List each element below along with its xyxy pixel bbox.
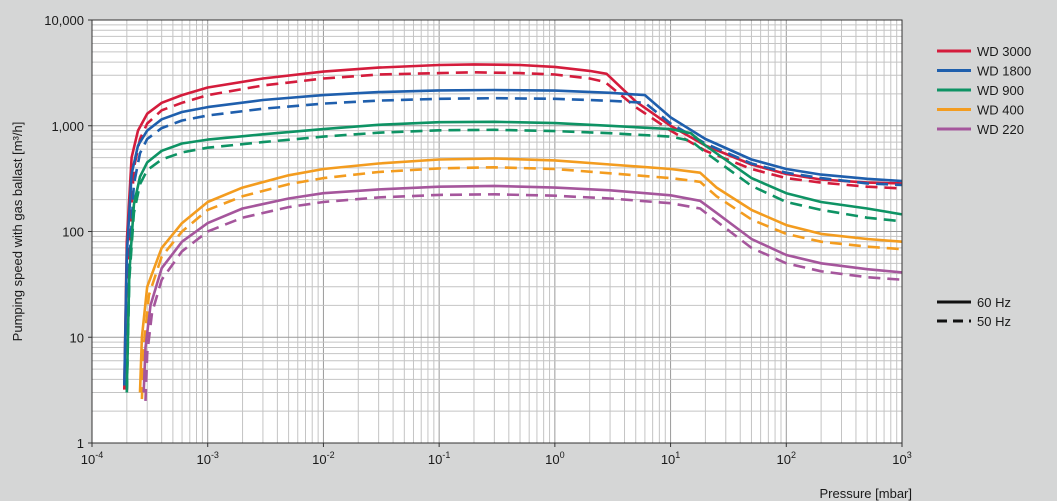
- y-tick-labels: 1 10 100 1,000 10,000: [44, 13, 92, 451]
- series-line: [140, 166, 903, 400]
- series-lines: [123, 63, 903, 401]
- x-tick-label: 10-1: [428, 450, 450, 467]
- series-line: [123, 88, 903, 386]
- x-tick-label: 10-2: [312, 450, 334, 467]
- x-tick-label: 10-3: [196, 450, 218, 467]
- series-line: [144, 193, 903, 401]
- series-line: [138, 157, 903, 393]
- x-tick-labels: 10-4 10-3 10-2 10-1 100 101 102 103: [81, 443, 912, 467]
- legend-label: WD 900: [977, 83, 1024, 98]
- legend-label: WD 3000: [977, 44, 1031, 59]
- series-line: [142, 184, 903, 393]
- y-axis-label: Pumping speed with gas ballast [m³/h]: [10, 122, 25, 342]
- y-tick-label: 10,000: [44, 13, 84, 28]
- series-line: [125, 96, 903, 390]
- x-tick-label: 10-4: [81, 450, 103, 467]
- x-tick-label: 103: [892, 450, 911, 467]
- x-axis-label: Pressure [mbar]: [820, 486, 912, 501]
- legend: WD 3000 WD 1800 WD 900 WD 400 WD 220 60 Hz 50 …: [937, 44, 1031, 329]
- y-tick-label: 10: [70, 330, 84, 345]
- x-tick-label: 102: [777, 450, 796, 467]
- legend-label: WD 1800: [977, 64, 1031, 79]
- legend-label: WD 220: [977, 122, 1024, 137]
- y-tick-label: 100: [62, 225, 84, 240]
- x-tick-label: 101: [661, 450, 680, 467]
- legend-label: 50 Hz: [977, 314, 1011, 329]
- legend-label: 60 Hz: [977, 295, 1011, 310]
- y-tick-label: 1,000: [51, 119, 84, 134]
- series-line: [125, 71, 903, 393]
- legend-label: WD 400: [977, 103, 1024, 118]
- series-line: [125, 120, 903, 390]
- series-line: [125, 128, 903, 393]
- x-tick-label: 100: [545, 450, 564, 467]
- y-tick-label: 1: [77, 436, 84, 451]
